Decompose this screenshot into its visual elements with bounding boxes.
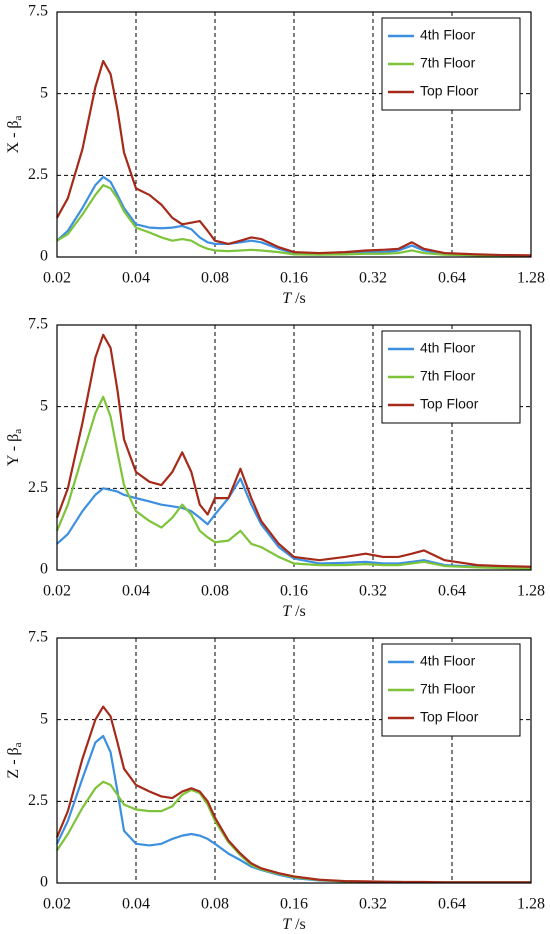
chart-panel: 0.02 0.04 0.08 0.16 0.32 0.64 1.28 0 2.5 5 7.5 T /s… [5, 316, 545, 620]
y-tick-label: 7.5 [28, 316, 48, 333]
legend: 4th Floor 7th Floor Top Floor [381, 330, 521, 424]
x-tick-label: 0.16 [280, 270, 308, 287]
y-axis-label-main: Y - β [5, 434, 22, 466]
legend: 4th Floor 7th Floor Top Floor [381, 17, 521, 111]
x-axis-label-symbol: T [282, 603, 292, 620]
data-line [56, 59, 532, 257]
legend-label: Top Floor [420, 396, 479, 412]
x-tick-label: 0.04 [122, 896, 150, 913]
plot-frame [56, 637, 532, 884]
y-axis-label: X - βa [5, 115, 24, 153]
x-tick-label: 0.02 [43, 896, 71, 913]
y-tick-label: 7.5 [28, 629, 48, 646]
legend-label: 4th Floor [420, 27, 476, 43]
x-axis-label: T /s [282, 603, 306, 620]
y-tick-label: 2.5 [28, 166, 48, 183]
chart-panel: 0.02 0.04 0.08 0.16 0.32 0.64 1.28 0 2.5 5 7.5 T /s… [5, 629, 545, 933]
data-line [55, 705, 531, 884]
data-line [56, 477, 532, 569]
data-line [55, 333, 532, 568]
x-tick-label: 0.02 [43, 583, 71, 600]
x-tick-label: 0.64 [438, 270, 466, 287]
x-tick-label: 0.02 [43, 270, 71, 287]
x-tick-label: 0.04 [122, 583, 150, 600]
data-line [56, 780, 531, 884]
y-axis-label-main: Z - β [5, 747, 22, 778]
x-tick-label: 0.32 [359, 270, 387, 287]
x-tick-label: 0.08 [201, 896, 229, 913]
legend: 4th Floor 7th Floor Top Floor [381, 643, 521, 737]
plot-frame [56, 11, 532, 258]
x-axis-label-unit: /s [291, 603, 306, 620]
y-axis-label-main: X - β [5, 120, 22, 153]
x-axis-label-unit: /s [291, 916, 306, 933]
x-tick-label: 0.04 [122, 270, 150, 287]
y-axis-label-sub: a [12, 742, 24, 747]
x-tick-label: 0.64 [438, 583, 466, 600]
x-tick-label: 0.16 [280, 896, 308, 913]
data-line [55, 395, 532, 570]
legend-label: Top Floor [420, 709, 479, 725]
x-axis-label-symbol: T [282, 916, 292, 933]
legend-label: 7th Floor [420, 55, 476, 71]
x-tick-label: 0.32 [359, 583, 387, 600]
y-axis-label-sub: a [12, 429, 24, 434]
y-tick-label: 7.5 [28, 3, 48, 20]
x-axis-label-unit: /s [291, 290, 306, 307]
legend-label: 7th Floor [420, 368, 476, 384]
y-tick-label: 0 [40, 248, 48, 265]
y-axis-label-sub: a [12, 115, 24, 120]
x-tick-label: 1.28 [517, 896, 545, 913]
legend-label: 7th Floor [420, 681, 476, 697]
x-tick-label: 1.28 [517, 270, 545, 287]
legend-label: 4th Floor [420, 340, 476, 356]
y-tick-label: 0 [40, 874, 48, 891]
plot-frame [56, 324, 532, 571]
y-axis-label: Y - βa [5, 429, 24, 466]
chart-panel: 0.02 0.04 0.08 0.16 0.32 0.64 1.28 0 2.5 5 7.5 T /s… [5, 3, 545, 307]
x-tick-label: 0.32 [359, 896, 387, 913]
x-tick-label: 0.16 [280, 583, 308, 600]
y-tick-label: 5 [40, 710, 48, 727]
y-tick-label: 5 [40, 397, 48, 414]
x-tick-label: 0.08 [201, 583, 229, 600]
x-axis-label-symbol: T [282, 290, 292, 307]
y-axis-label: Z - βa [5, 742, 24, 778]
y-tick-label: 5 [40, 84, 48, 101]
x-axis-label: T /s [282, 290, 306, 307]
data-line [56, 175, 532, 257]
y-tick-label: 0 [40, 561, 48, 578]
x-tick-label: 0.64 [438, 896, 466, 913]
x-axis-label: T /s [282, 916, 306, 933]
y-tick-label: 2.5 [28, 479, 48, 496]
y-tick-label: 2.5 [28, 792, 48, 809]
data-line [56, 184, 532, 258]
legend-label: 4th Floor [420, 653, 476, 669]
x-tick-label: 1.28 [517, 583, 545, 600]
x-tick-label: 0.08 [201, 270, 229, 287]
legend-label: Top Floor [420, 83, 479, 99]
